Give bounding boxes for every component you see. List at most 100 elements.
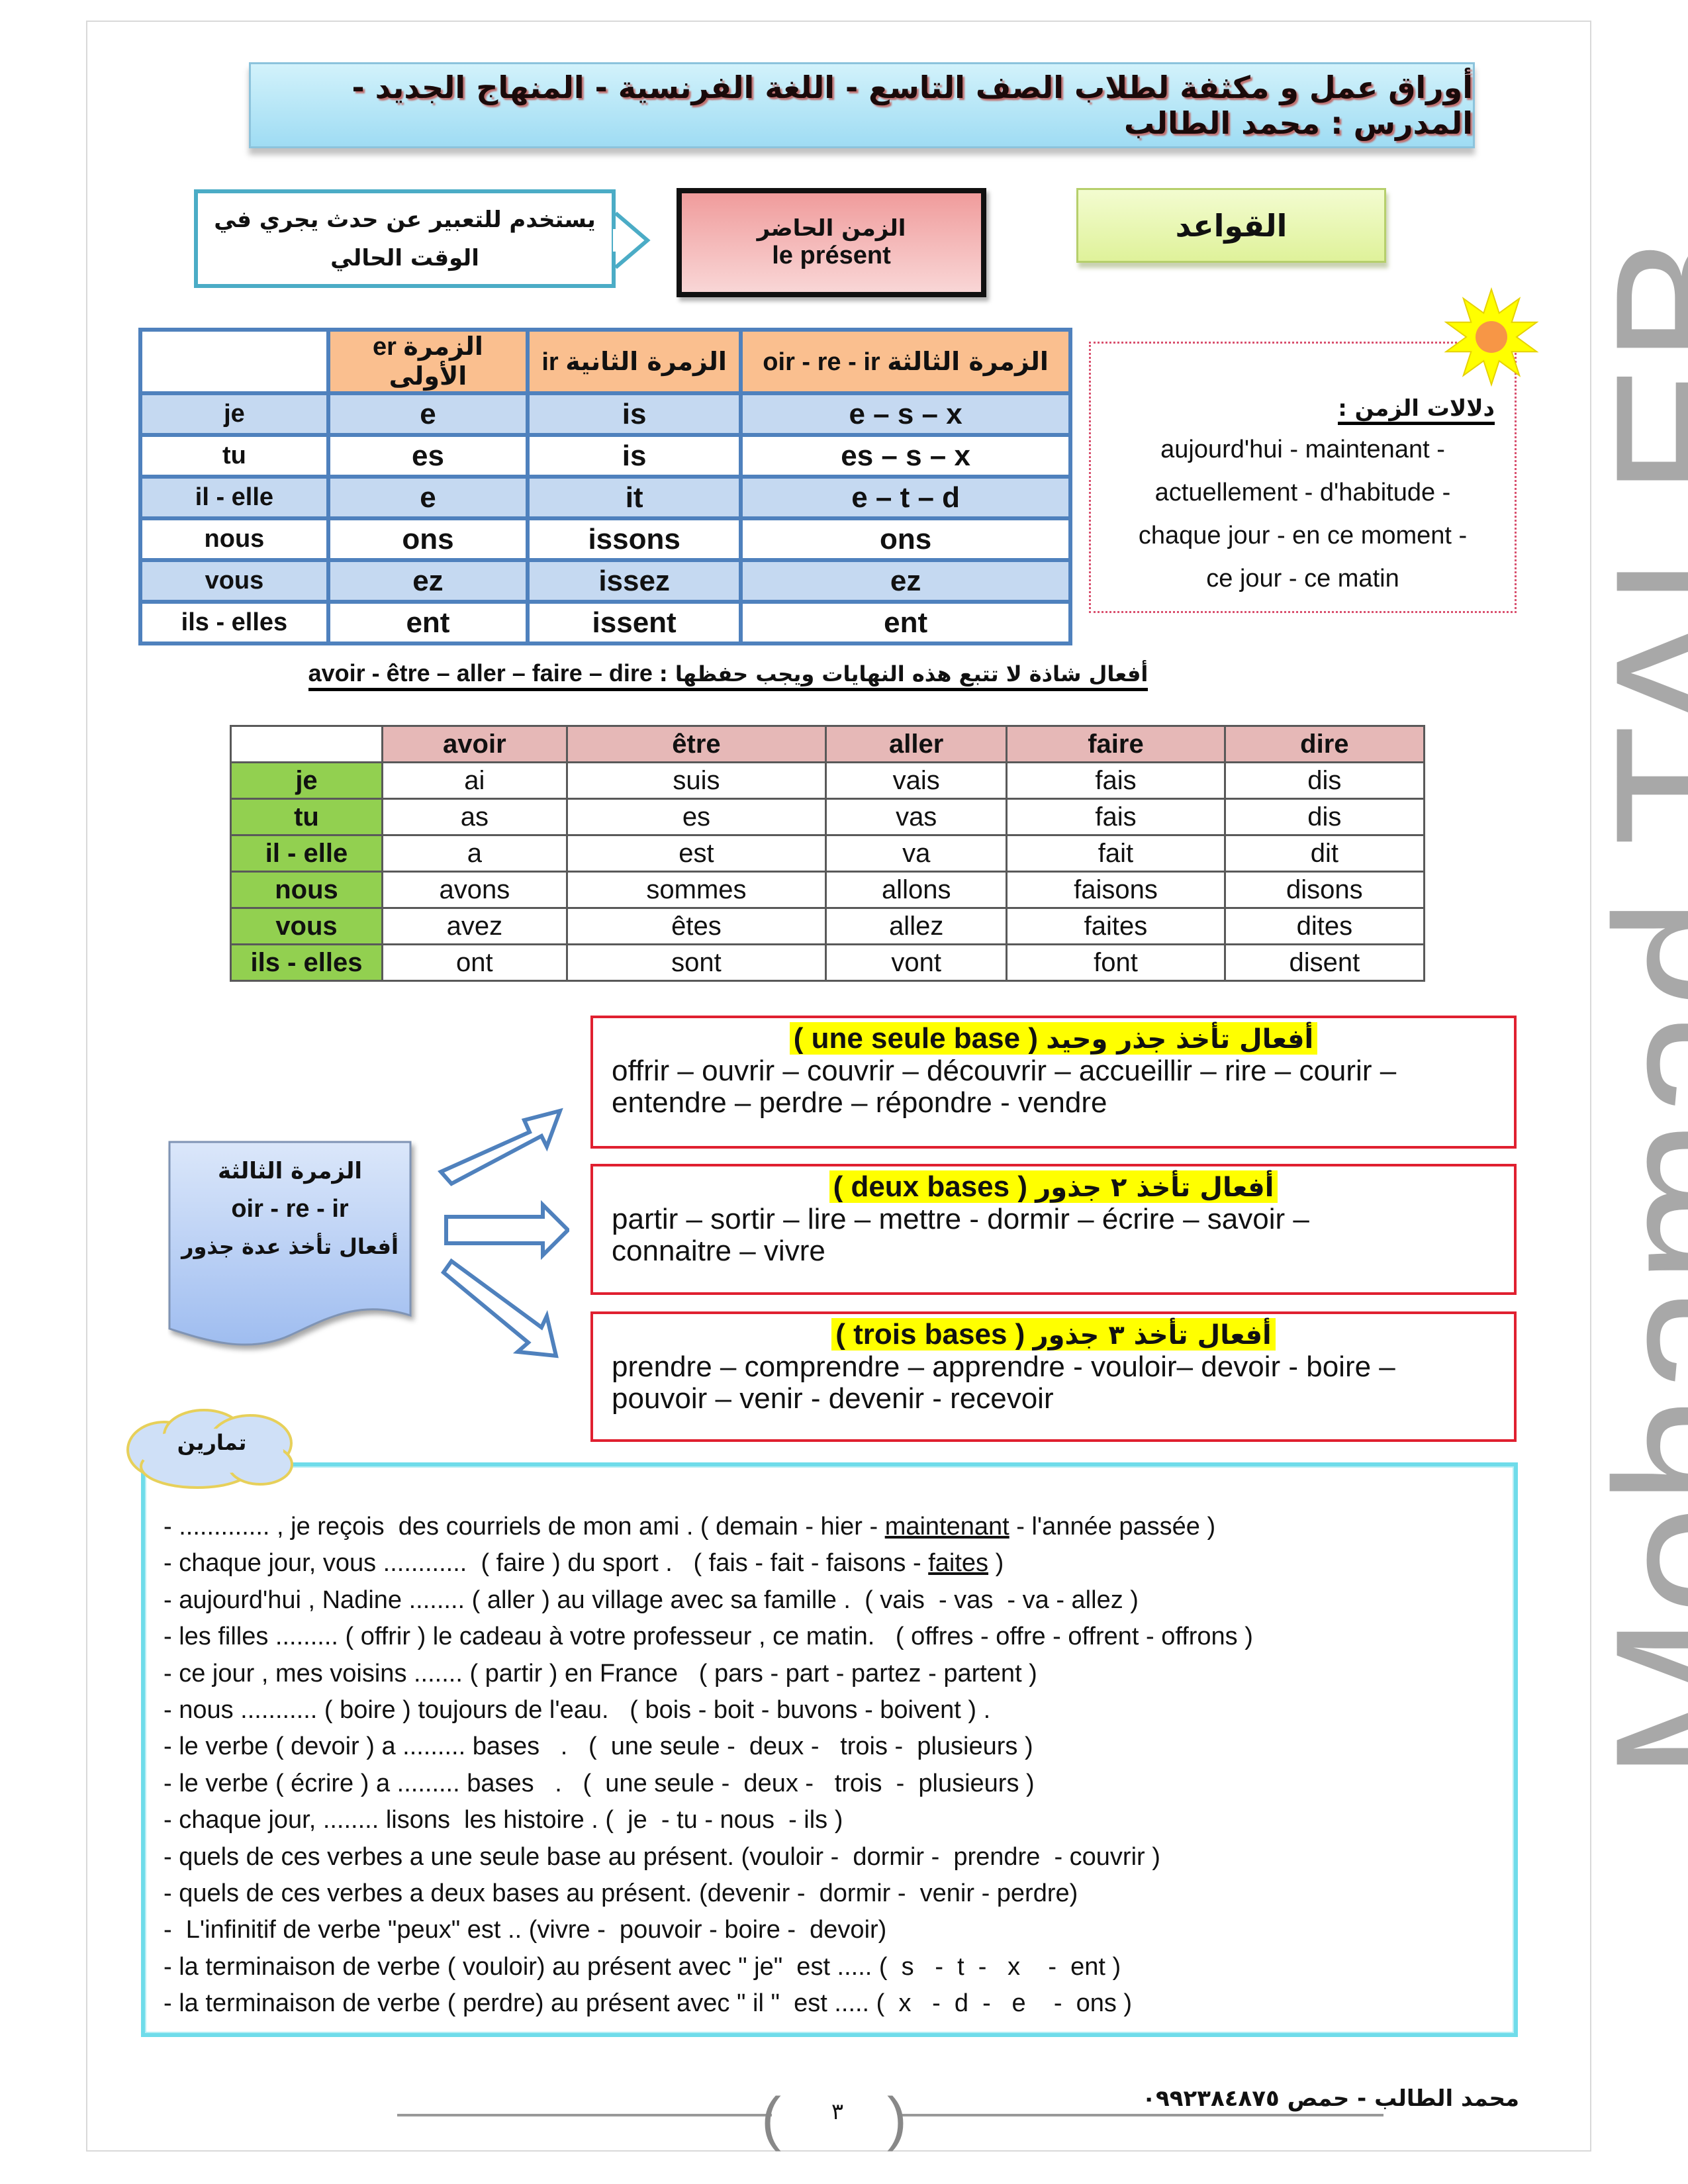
two-bases-box: ( deux bases ) أفعال تأخذ ٢ جذور partir … — [590, 1164, 1517, 1295]
conjugation-cell: êtes — [565, 907, 827, 945]
exercise-item: - L'infinitif de verbe "peux" est .. (vi… — [164, 1912, 1495, 1948]
exercise-item: - ce jour , mes voisins ....... ( partir… — [164, 1656, 1495, 1692]
conjugation-cell: faisons — [1006, 871, 1226, 909]
pronoun-cell: nous — [230, 871, 383, 909]
exercises-box: - ............. , je reçois des courriel… — [141, 1462, 1518, 2037]
exercise-text: - chaque jour, vous ............ ( faire… — [164, 1549, 929, 1578]
footer-rule-left — [397, 2114, 772, 2116]
three-bases-box: ( trois bases ) أفعال تأخذ ٣ جذور prendr… — [590, 1311, 1517, 1442]
exercise-item: - chaque jour, ........ lisons les histo… — [164, 1802, 1495, 1838]
conjugation-cell: est — [565, 834, 827, 873]
ending-cell: ez — [326, 558, 530, 604]
exercise-item: - la terminaison de verbe ( perdre) au p… — [164, 1985, 1495, 2022]
group-ending: ir — [541, 348, 559, 376]
time-marker-line: chaque jour - en ce moment - — [1138, 522, 1468, 549]
conjugation-cell: va — [825, 834, 1008, 873]
table-row: ils - elles ent issent ent — [138, 600, 1072, 645]
one-base-box: ( une seule base ) أفعال تأخذ جذر وحيد o… — [590, 1016, 1517, 1149]
pronoun-cell: vous — [138, 558, 330, 604]
conjugation-cell: allez — [825, 907, 1008, 945]
three-bases-verbs-1: prendre – comprendre – apprendre - voulo… — [612, 1351, 1395, 1383]
ending-cell: issez — [526, 558, 743, 604]
table-row: tu es is es – s – x — [138, 433, 1072, 479]
exercise-text: - le verbe ( écrire ) a ......... bases … — [164, 1769, 1035, 1797]
group-header: oir - re - ir الزمرة الثالثة — [739, 328, 1072, 395]
conjugation-cell: vais — [825, 761, 1008, 800]
usage-box: يستخدم للتعبير عن حدث يجري في الوقت الحا… — [194, 189, 616, 288]
cloud-shape — [126, 1409, 293, 1489]
table-row: nous avons sommes allons faisons disons — [230, 871, 1426, 909]
table-row: il - elle a est va fait dit — [230, 834, 1426, 873]
exercise-text: - ............. , je reçois des courriel… — [164, 1513, 885, 1541]
one-base-heading-ar: أفعال تأخذ جذر وحيد — [1046, 1024, 1314, 1055]
table-row: tu as es vas fais dis — [230, 798, 1426, 836]
ending-cell: es — [326, 433, 530, 479]
verb-header: être — [565, 725, 827, 763]
conjugation-cell: font — [1006, 943, 1226, 982]
ending-cell: es – s – x — [739, 433, 1072, 479]
conjugation-cell: avez — [381, 907, 568, 945]
footer-author: محمد الطالب - حمص ٠٩٩٢٣٨٤٨٧٥ — [1142, 2085, 1519, 2112]
conjugation-cell: fait — [1006, 834, 1226, 873]
exercise-item: - les filles ......... ( offrir ) le cad… — [164, 1619, 1495, 1655]
pronoun-cell: il - elle — [230, 834, 383, 873]
pronoun-cell: il - elle — [138, 475, 330, 520]
exercise-text: - la terminaison de verbe ( perdre) au p… — [164, 1989, 1133, 2018]
time-marker-line: ce jour - ce matin — [1206, 565, 1399, 593]
pronoun-cell: ils - elles — [230, 943, 383, 982]
chevron-right-icon — [613, 211, 651, 269]
ending-cell: ent — [326, 600, 530, 645]
ending-cell: e – s – x — [739, 391, 1072, 437]
ending-cell: ent — [739, 600, 1072, 645]
page-title: أوراق عمل و مكثفة لطلاب الصف التاسع - ال… — [352, 70, 1473, 141]
table-row: ils - elles ont sont vont font disent — [230, 943, 1426, 982]
exercise-text: - ce jour , mes voisins ....... ( partir… — [164, 1659, 1037, 1687]
exercise-text: - la terminaison de verbe ( vouloir) au … — [164, 1952, 1121, 1981]
three-bases-verbs-2: pouvoir – venir - devenir - recevoir — [612, 1382, 1054, 1415]
table-row: je ai suis vais fais dis — [230, 761, 1426, 800]
title-banner: أوراق عمل و مكثفة لطلاب الصف التاسع - ال… — [249, 62, 1475, 148]
conjugation-cell: allons — [825, 871, 1008, 909]
exercise-text: - quels de ces verbes a deux bases au pr… — [164, 1879, 1078, 1908]
ending-cell: is — [526, 391, 743, 437]
page-border — [86, 21, 1591, 2152]
two-bases-verbs-1: partir – sortir – lire – mettre - dormir… — [612, 1203, 1309, 1235]
tense-box: الزمن الحاضر le présent — [677, 188, 986, 297]
group-header: er الزمرة الأولى — [326, 328, 530, 395]
ending-cell: ez — [739, 558, 1072, 604]
one-base-verbs-1: offrir – ouvrir – couvrir – découvrir – … — [612, 1055, 1397, 1087]
conjugation-cell: dis — [1223, 798, 1426, 836]
pronoun-cell: tu — [230, 798, 383, 836]
ending-cell: is — [526, 433, 743, 479]
conjugation-cell: sont — [565, 943, 827, 982]
rules-label: القواعد — [1175, 207, 1288, 244]
verb-header: aller — [825, 725, 1008, 763]
third-group-document-shape — [168, 1141, 412, 1346]
table-row: nous ons issons ons — [138, 516, 1072, 562]
conjugation-cell: vont — [825, 943, 1008, 982]
time-marker-line: aujourd'hui - maintenant - — [1160, 436, 1445, 463]
sun-icon — [1444, 287, 1539, 387]
exercise-text: - l'année passée ) — [1009, 1513, 1216, 1541]
third-group-endings: oir - re - ir — [231, 1195, 349, 1223]
time-markers-title: دلالات الزمن : — [1338, 395, 1495, 425]
pronoun-cell: nous — [138, 516, 330, 562]
conjugation-cell: fais — [1006, 761, 1226, 800]
exercise-item: - quels de ces verbes a deux bases au pr… — [164, 1875, 1495, 1912]
exercise-item: - le verbe ( écrire ) a ......... bases … — [164, 1766, 1495, 1802]
rules-scroll: القواعد — [1076, 188, 1386, 263]
verb-header: faire — [1006, 725, 1226, 763]
exercise-text: - les filles ......... ( offrir ) le cad… — [164, 1623, 1253, 1651]
pronoun-cell: vous — [230, 907, 383, 945]
pronoun-cell: ils - elles — [138, 600, 330, 645]
page-number: ٣ — [831, 2099, 844, 2125]
ending-cell: e – t – d — [739, 475, 1072, 520]
ending-cell: ons — [739, 516, 1072, 562]
header-row: er الزمرة الأولى ir الزمرة الثانية oir - r… — [138, 328, 1072, 395]
third-group-title: الزمرة الثالثة — [217, 1158, 362, 1184]
ending-cell: issons — [526, 516, 743, 562]
three-bases-heading-fr: ( trois bases ) — [835, 1318, 1025, 1351]
conjugation-cell: dis — [1223, 761, 1426, 800]
corner-cell — [138, 328, 330, 395]
table-row: vous ez issez ez — [138, 558, 1072, 604]
